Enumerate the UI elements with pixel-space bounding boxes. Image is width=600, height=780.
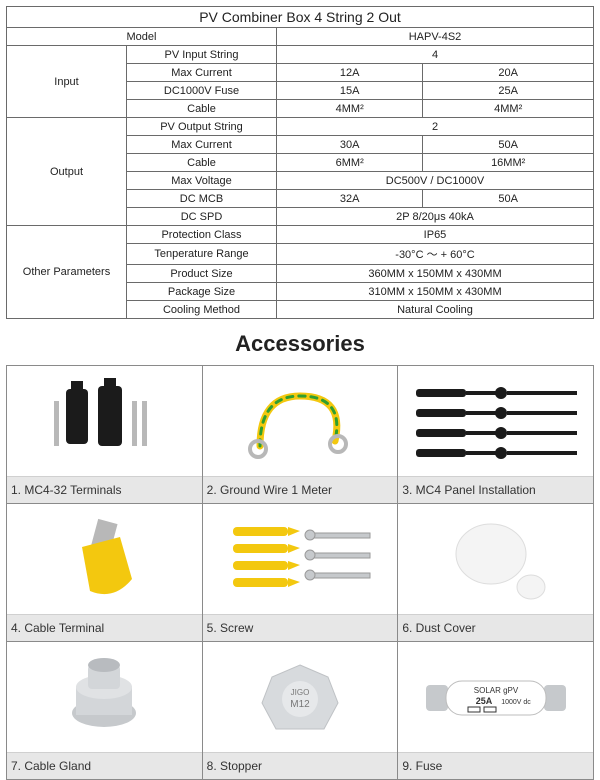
spec-title: PV Combiner Box 4 String 2 Out xyxy=(7,7,594,28)
value: 360MM x 150MM x 430MM xyxy=(277,265,594,283)
param: DC SPD xyxy=(127,208,277,226)
model-value: HAPV-4S2 xyxy=(277,28,594,46)
value: 30A xyxy=(277,136,423,154)
value: 4MM² xyxy=(423,100,594,118)
accessory-label: 6. Dust Cover xyxy=(398,614,593,641)
accessory-cell: SOLAR gPV 25A 1000V dc 9. Fuse xyxy=(398,642,594,780)
value: 50A xyxy=(423,190,594,208)
value: 25A xyxy=(423,82,594,100)
accessory-cell: 6. Dust Cover xyxy=(398,504,594,642)
svg-text:SOLAR gPV: SOLAR gPV xyxy=(473,686,518,695)
accessory-cell: 1. MC4-32 Terminals xyxy=(7,366,203,504)
param: PV Input String xyxy=(127,46,277,64)
param: DC1000V Fuse xyxy=(127,82,277,100)
accessory-label: 5. Screw xyxy=(203,614,398,641)
fuse-icon: SOLAR gPV 25A 1000V dc xyxy=(398,642,593,752)
param: Cable xyxy=(127,100,277,118)
value: 50A xyxy=(423,136,594,154)
svg-text:JIGO: JIGO xyxy=(291,688,310,697)
accessory-label: 7. Cable Gland xyxy=(7,752,202,779)
accessory-cell: 2. Ground Wire 1 Meter xyxy=(202,366,398,504)
accessory-label: 3. MC4 Panel Installation xyxy=(398,476,593,503)
param: Cable xyxy=(127,154,277,172)
cable-gland-icon xyxy=(7,642,202,752)
param: Cooling Method xyxy=(127,301,277,319)
accessory-label: 4. Cable Terminal xyxy=(7,614,202,641)
param: Product Size xyxy=(127,265,277,283)
value: Natural Cooling xyxy=(277,301,594,319)
stopper-icon: JIGO M12 xyxy=(203,642,398,752)
value: 32A xyxy=(277,190,423,208)
group-other: Other Parameters xyxy=(7,226,127,319)
value: 4 xyxy=(277,46,594,64)
param: Max Current xyxy=(127,136,277,154)
accessory-label: 1. MC4-32 Terminals xyxy=(7,476,202,503)
svg-text:M12: M12 xyxy=(290,699,310,710)
group-output: Output xyxy=(7,118,127,226)
accessory-cell: 3. MC4 Panel Installation xyxy=(398,366,594,504)
accessories-title: Accessories xyxy=(6,331,594,357)
param: DC MCB xyxy=(127,190,277,208)
spec-table: PV Combiner Box 4 String 2 Out Model HAP… xyxy=(6,6,594,319)
param: PV Output String xyxy=(127,118,277,136)
param: Package Size xyxy=(127,283,277,301)
mc4-terminals-icon xyxy=(7,366,202,476)
screw-icon xyxy=(203,504,398,614)
accessory-label: 2. Ground Wire 1 Meter xyxy=(203,476,398,503)
value: IP65 xyxy=(277,226,594,244)
value: 12A xyxy=(277,64,423,82)
value: 15A xyxy=(277,82,423,100)
model-label: Model xyxy=(7,28,277,46)
dust-cover-icon xyxy=(398,504,593,614)
value: -30°C ～ + 60°C xyxy=(277,244,594,265)
accessory-label: 8. Stopper xyxy=(203,752,398,779)
param: Protection Class xyxy=(127,226,277,244)
ground-wire-icon xyxy=(203,366,398,476)
cable-terminal-icon xyxy=(7,504,202,614)
param: Max Current xyxy=(127,64,277,82)
group-input: Input xyxy=(7,46,127,118)
accessory-label: 9. Fuse xyxy=(398,752,593,779)
mc4-panel-icon xyxy=(398,366,593,476)
svg-text:25A: 25A xyxy=(475,696,492,706)
accessory-cell: 4. Cable Terminal xyxy=(7,504,203,642)
value: DC500V / DC1000V xyxy=(277,172,594,190)
param: Max Voltage xyxy=(127,172,277,190)
value: 4MM² xyxy=(277,100,423,118)
accessory-cell: 7. Cable Gland xyxy=(7,642,203,780)
accessory-cell: 5. Screw xyxy=(202,504,398,642)
value: 20A xyxy=(423,64,594,82)
value: 2 xyxy=(277,118,594,136)
accessories-grid: 1. MC4-32 Terminals 2. Ground Wire 1 Met… xyxy=(6,365,594,780)
value: 6MM² xyxy=(277,154,423,172)
param: Tenperature Range xyxy=(127,244,277,265)
accessory-cell: JIGO M12 8. Stopper xyxy=(202,642,398,780)
value: 310MM x 150MM x 430MM xyxy=(277,283,594,301)
svg-text:1000V dc: 1000V dc xyxy=(501,699,531,706)
value: 16MM² xyxy=(423,154,594,172)
value: 2P 8/20μs 40kA xyxy=(277,208,594,226)
